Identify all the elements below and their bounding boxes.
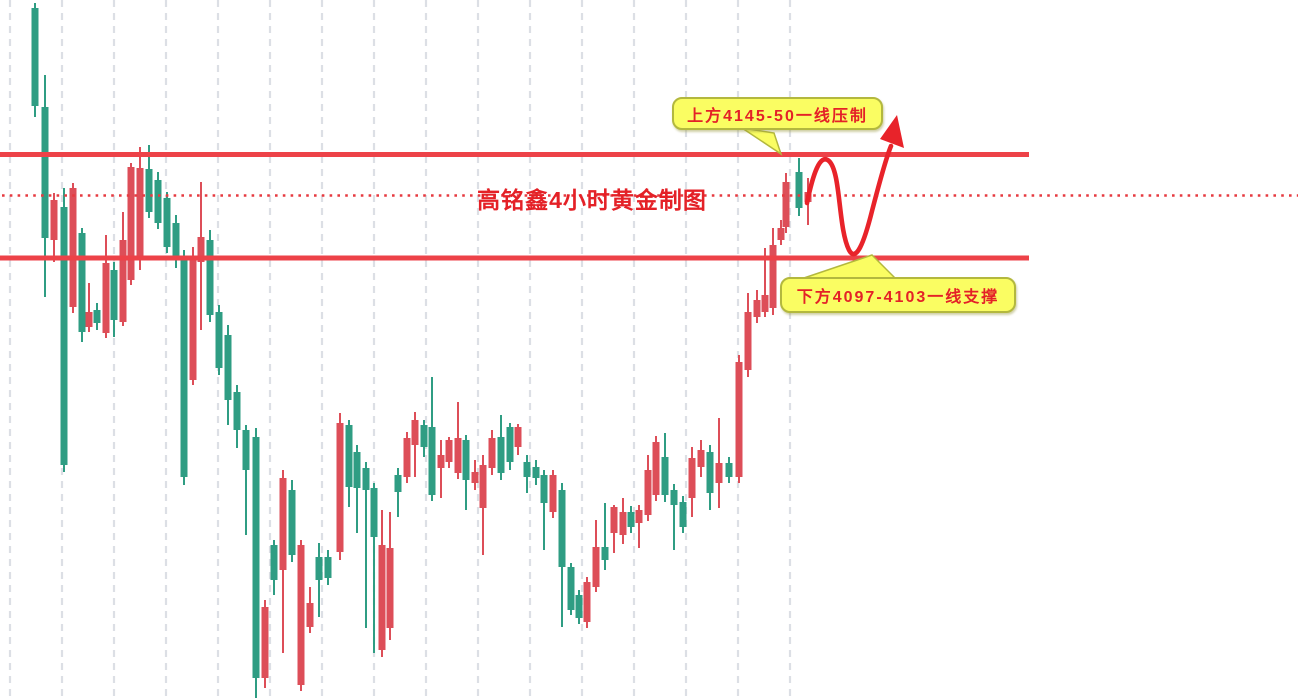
candle-body [735, 362, 743, 477]
chart-title: 高铭鑫4小时黄金制图 [477, 187, 707, 213]
candle-body [110, 270, 118, 320]
candle-body [270, 545, 278, 580]
candle-body [753, 300, 761, 317]
candle-body [592, 547, 600, 587]
candle-body [306, 603, 314, 627]
candle-body [635, 510, 643, 523]
candle-body [479, 465, 487, 508]
support-callout-label: 下方4097-4103一线支撑 [796, 289, 1000, 306]
candle-body [706, 452, 714, 493]
forecast-arrow [804, 143, 894, 257]
candle-body [523, 462, 531, 477]
candle-body [725, 463, 733, 477]
candle-body [506, 427, 514, 462]
candle-body [102, 263, 110, 333]
candle-body [60, 207, 68, 465]
candle-body [627, 512, 635, 527]
candle-body [242, 430, 250, 470]
candle-body [795, 172, 803, 208]
candle-body [154, 180, 162, 223]
resistance-callout-tail [741, 127, 783, 156]
candle-body [567, 567, 575, 610]
candle-body [362, 468, 370, 490]
candle-body [619, 512, 627, 535]
candle-body [532, 467, 540, 478]
candle-body [558, 490, 566, 567]
candle-body [652, 442, 660, 495]
candle-body [41, 107, 49, 238]
candle-body [411, 420, 419, 445]
candle-body [233, 392, 241, 430]
candle-body [769, 245, 777, 308]
candle-body [583, 582, 591, 622]
candle-body [386, 548, 394, 628]
candle-body [93, 310, 101, 323]
candle-body [670, 490, 678, 505]
candle-body [777, 228, 785, 240]
candle-body [127, 167, 135, 280]
candle-body [136, 168, 144, 260]
candle-body [488, 438, 496, 468]
candle-body [445, 440, 453, 462]
candle-body [761, 295, 769, 312]
candle-body [688, 458, 696, 498]
resistance-callout: 上方4145-50一线压制 [672, 97, 883, 130]
candle-body [324, 557, 332, 578]
candle-body [679, 502, 687, 527]
candle-body [252, 437, 260, 678]
candle-body [697, 450, 705, 467]
candle-body [428, 427, 436, 495]
candle-body [540, 475, 548, 503]
candle-body [85, 312, 93, 327]
candle-body [31, 8, 39, 106]
candle-body [206, 240, 214, 315]
candle-body [644, 470, 652, 515]
candle-body [163, 198, 171, 247]
candle-body [50, 200, 58, 240]
candle-body [575, 595, 583, 618]
support-callout: 下方4097-4103一线支撑 [780, 277, 1016, 313]
candle-body [180, 258, 188, 477]
candle-body [288, 490, 296, 555]
candle-body [782, 182, 790, 227]
candle-body [462, 440, 470, 480]
candle-body [215, 312, 223, 368]
candle-body [353, 452, 361, 488]
candle-body [224, 335, 232, 400]
candle-body [261, 607, 269, 678]
candle-body [514, 427, 522, 447]
candle-body [601, 547, 609, 560]
candle-body [610, 507, 618, 533]
candle-body [69, 188, 77, 307]
candle-body [715, 463, 723, 483]
candle-body [345, 425, 353, 487]
candle-body [297, 545, 305, 685]
candle-body [661, 457, 669, 495]
candle-body [744, 312, 752, 370]
candle-body [145, 169, 153, 212]
candle-body [378, 545, 386, 650]
candle-body [172, 223, 180, 257]
candle-body [549, 475, 557, 512]
candle-body [370, 488, 378, 537]
candle-body [403, 438, 411, 477]
candle-body [189, 258, 197, 380]
candle-body [336, 423, 344, 552]
candle-body [471, 472, 479, 483]
forecast-arrow-head [880, 115, 904, 148]
candle-body [315, 557, 323, 580]
resistance-callout-label: 上方4145-50一线压制 [687, 107, 868, 125]
candle-body [119, 240, 127, 322]
candle-body [394, 475, 402, 492]
candle-body [420, 425, 428, 447]
candle-body [197, 237, 205, 262]
candle-body [497, 437, 505, 473]
candle-body [78, 233, 86, 332]
candle-body [454, 438, 462, 473]
candle-body [437, 455, 445, 468]
candle-body [279, 478, 287, 570]
